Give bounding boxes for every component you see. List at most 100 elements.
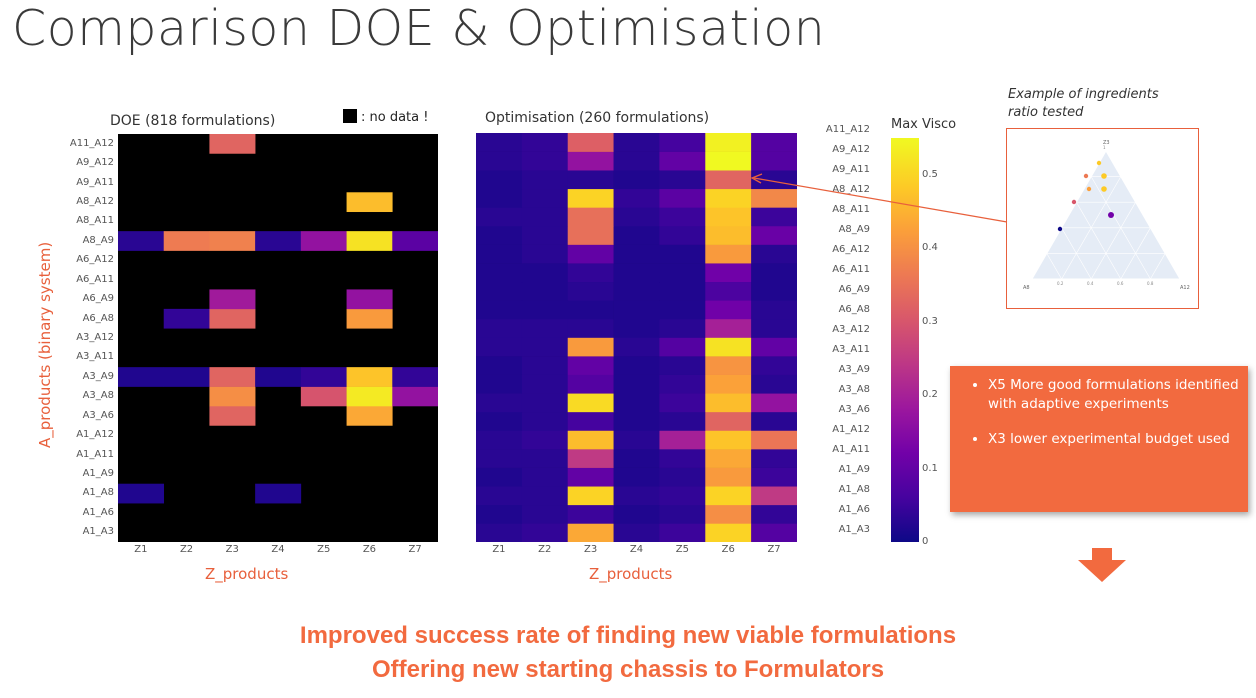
results-callout: X5 More good formulations identified wit… bbox=[950, 366, 1248, 512]
heatmap-cell bbox=[567, 225, 614, 245]
ternary-caption-line2: ratio tested bbox=[1008, 105, 1084, 120]
optimisation-heatmap bbox=[476, 133, 797, 542]
heatmap-cell bbox=[346, 308, 393, 329]
y-tick-label: A6_A11 bbox=[832, 264, 870, 275]
ternary-plot: A8 A12 Z3 0.2 0.4 0.6 0.8 1 bbox=[1023, 140, 1190, 291]
heatmap-cell bbox=[705, 188, 752, 208]
heatmap-cell bbox=[476, 170, 523, 190]
colorbar-tick-label: 0.4 bbox=[922, 242, 938, 254]
ternary-caption-line1: Example of ingredients bbox=[1008, 87, 1159, 102]
heatmap-cell bbox=[209, 406, 256, 426]
colorbar-tick-label: 0.3 bbox=[922, 315, 938, 327]
heatmap-cell bbox=[567, 486, 614, 506]
x-tick-label: Z1 bbox=[492, 544, 506, 555]
colorbar-ticks: 0 0.1 0.2 0.3 0.4 0.5 bbox=[922, 138, 952, 547]
heatmap-cell bbox=[751, 337, 797, 357]
heatmap-cell bbox=[751, 170, 797, 190]
heatmap-cell bbox=[209, 367, 256, 387]
y-tick-label: A1_A8 bbox=[82, 487, 114, 499]
heatmap-cell bbox=[705, 207, 752, 227]
ternary-corner-left: A8 bbox=[1023, 285, 1030, 291]
y-tick-label: A9_A11 bbox=[832, 164, 870, 175]
x-tick-label: Z1 bbox=[134, 544, 148, 555]
heatmap-cell bbox=[567, 244, 614, 264]
heatmap-cell bbox=[567, 170, 614, 190]
y-tick-label: A6_A8 bbox=[838, 304, 870, 315]
y-tick-label: A3_A6 bbox=[838, 404, 870, 415]
y-tick-label: A6_A12 bbox=[76, 254, 114, 266]
heatmap-cell bbox=[255, 231, 302, 251]
heatmap-cell bbox=[567, 337, 614, 357]
y-tick-label: A1_A6 bbox=[82, 506, 114, 518]
heatmap-cell bbox=[300, 386, 347, 407]
heatmap-cell bbox=[751, 300, 797, 320]
heatmap-cell bbox=[209, 308, 256, 329]
y-tick-label: A3_A6 bbox=[82, 409, 114, 421]
heatmap-cell bbox=[751, 263, 797, 283]
heatmap-cell bbox=[567, 449, 614, 468]
y-tick-label: A1_A8 bbox=[838, 484, 870, 495]
y-tick-label: A1_A12 bbox=[76, 429, 114, 441]
ternary-point bbox=[1083, 173, 1089, 179]
ternary-point bbox=[1086, 186, 1092, 192]
heatmap-cell bbox=[705, 244, 752, 264]
heatmap-cell bbox=[705, 356, 752, 375]
colorbar-tick-label: 0.5 bbox=[922, 168, 938, 180]
heatmap-cell bbox=[613, 523, 660, 542]
heatmap-cell bbox=[118, 483, 165, 504]
ternary-point bbox=[1108, 212, 1114, 218]
heatmap-cell bbox=[613, 504, 660, 524]
heatmap-cell bbox=[521, 449, 569, 468]
x-tick-label: Z5 bbox=[675, 544, 689, 555]
y-tick-label: A11_A12 bbox=[825, 124, 870, 135]
heatmap-cell bbox=[659, 393, 706, 413]
y-tick-label: A3_A11 bbox=[832, 344, 870, 355]
ternary-plot-frame: A8 A12 Z3 0.2 0.4 0.6 0.8 1 bbox=[1006, 128, 1199, 309]
heatmap-cell bbox=[705, 225, 752, 245]
y-tick-label: A1_A3 bbox=[838, 524, 870, 535]
y-tick-label: A3_A12 bbox=[76, 332, 114, 343]
heatmap-cell bbox=[476, 318, 523, 338]
ternary-point bbox=[1101, 173, 1107, 179]
x-tick-label: Z4 bbox=[271, 544, 285, 555]
x-tick-label: Z5 bbox=[317, 544, 331, 555]
heatmap-cell bbox=[751, 374, 797, 394]
heatmap-cell bbox=[567, 430, 614, 450]
heatmap-cell bbox=[255, 483, 302, 504]
heatmap-cell bbox=[521, 467, 569, 487]
y-tick-label: A1_A3 bbox=[82, 526, 114, 538]
heatmap-cell bbox=[659, 374, 706, 394]
x-tick-label: Z3 bbox=[225, 544, 239, 555]
heatmap-cell bbox=[521, 133, 569, 152]
heatmap-cell bbox=[705, 300, 752, 320]
heatmap-cell bbox=[659, 430, 706, 450]
colorbar-tick-label: 0.1 bbox=[922, 462, 938, 474]
ternary-caption: Example of ingredients ratio tested bbox=[1008, 86, 1159, 122]
heatmap-cell bbox=[476, 133, 523, 152]
heatmap-cell bbox=[209, 289, 256, 310]
ternary-triangle bbox=[1031, 150, 1181, 280]
heatmap-cell bbox=[300, 367, 347, 387]
heatmap-cell bbox=[521, 207, 569, 227]
y-tick-label: A3_A9 bbox=[82, 370, 114, 382]
doe-chart-title: DOE (818 formulations) bbox=[110, 113, 276, 129]
heatmap-cell bbox=[567, 374, 614, 394]
heatmap-cell bbox=[567, 411, 614, 431]
heatmap-cell bbox=[613, 337, 660, 357]
heatmap-cell bbox=[521, 263, 569, 283]
heatmap-cell bbox=[613, 263, 660, 283]
heatmap-cell bbox=[521, 356, 569, 375]
heatmap-cell bbox=[751, 430, 797, 450]
no-data-legend: : no data ! bbox=[343, 109, 428, 125]
ternary-tick: 0.8 bbox=[1147, 281, 1154, 286]
heatmap-cell bbox=[705, 504, 752, 524]
heatmap-cell bbox=[705, 337, 752, 357]
heatmap-cell bbox=[521, 244, 569, 264]
heatmap-cell bbox=[751, 133, 797, 152]
heatmap-cell bbox=[659, 318, 706, 338]
heatmap-cell bbox=[613, 244, 660, 264]
opt-y-tick-labels: A1_A3 A1_A6 A1_A8 A1_A9 A1_A11 A1_A12 A3_A6 A3_… bbox=[796, 120, 870, 540]
heatmap-cell bbox=[346, 367, 393, 387]
heatmap-cell bbox=[521, 430, 569, 450]
x-tick-label: Z7 bbox=[408, 544, 422, 555]
